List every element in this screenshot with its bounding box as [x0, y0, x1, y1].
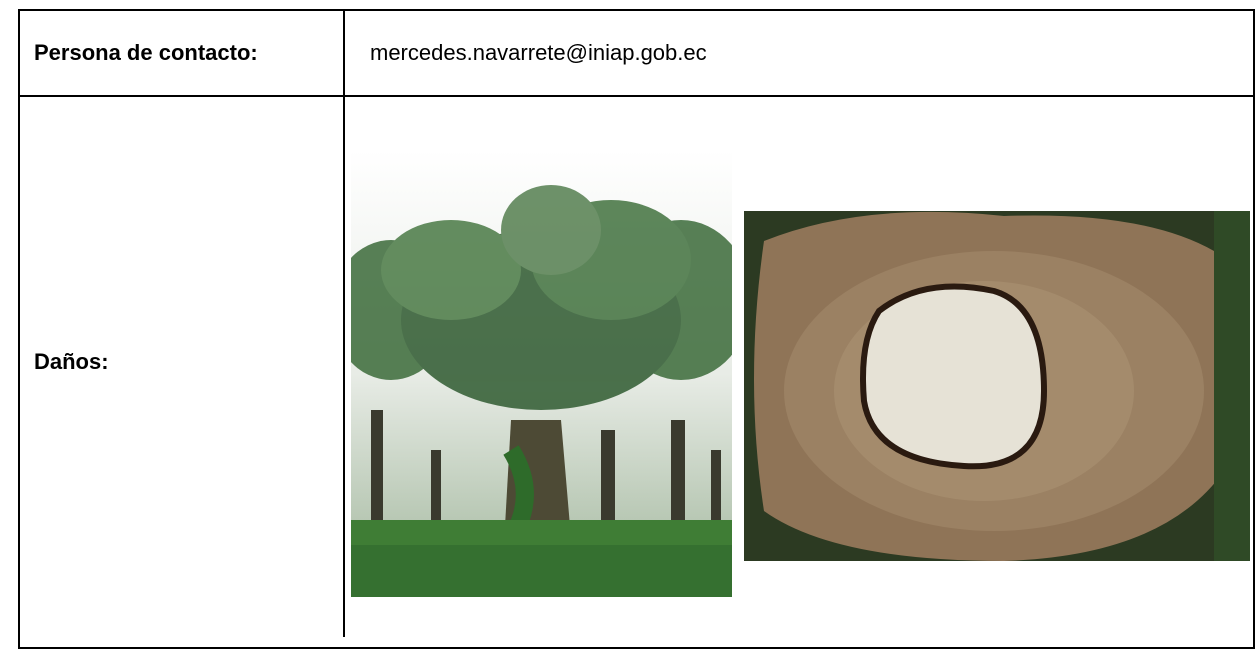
palm-photo [351, 150, 732, 597]
contact-email: mercedes.navarrete@iniap.gob.ec [370, 40, 707, 65]
damage-label: Daños: [34, 349, 109, 374]
stump-photo [744, 211, 1250, 561]
row-divider [18, 95, 1255, 97]
column-divider [343, 9, 345, 637]
contact-label: Persona de contacto: [34, 40, 258, 65]
